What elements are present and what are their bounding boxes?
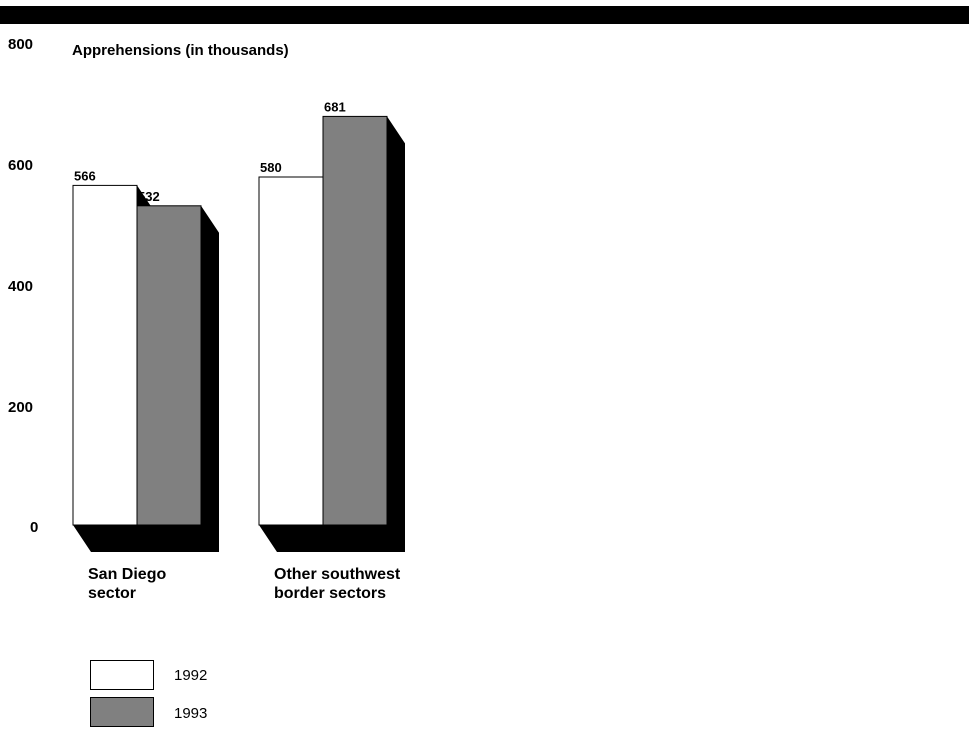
category-label-other-sectors: Other southwest border sectors (274, 565, 400, 603)
bar-1993-1 (323, 116, 387, 525)
bar-1993-0 (137, 206, 201, 525)
category-label-san-diego: San Diego sector (88, 565, 166, 603)
legend-label-1992: 1992 (174, 667, 207, 684)
data-label-1993-0: 532 (138, 189, 160, 204)
legend-swatch-1992 (90, 660, 154, 690)
legend-label-1993: 1993 (174, 705, 207, 722)
bar-1992-0 (73, 185, 137, 525)
data-label-1992-0: 566 (74, 168, 96, 183)
bar-1992-1 (259, 177, 323, 525)
data-label-1992-1: 580 (260, 160, 282, 175)
data-label-1993-1: 681 (324, 99, 346, 114)
legend-swatch-1993 (90, 697, 154, 727)
